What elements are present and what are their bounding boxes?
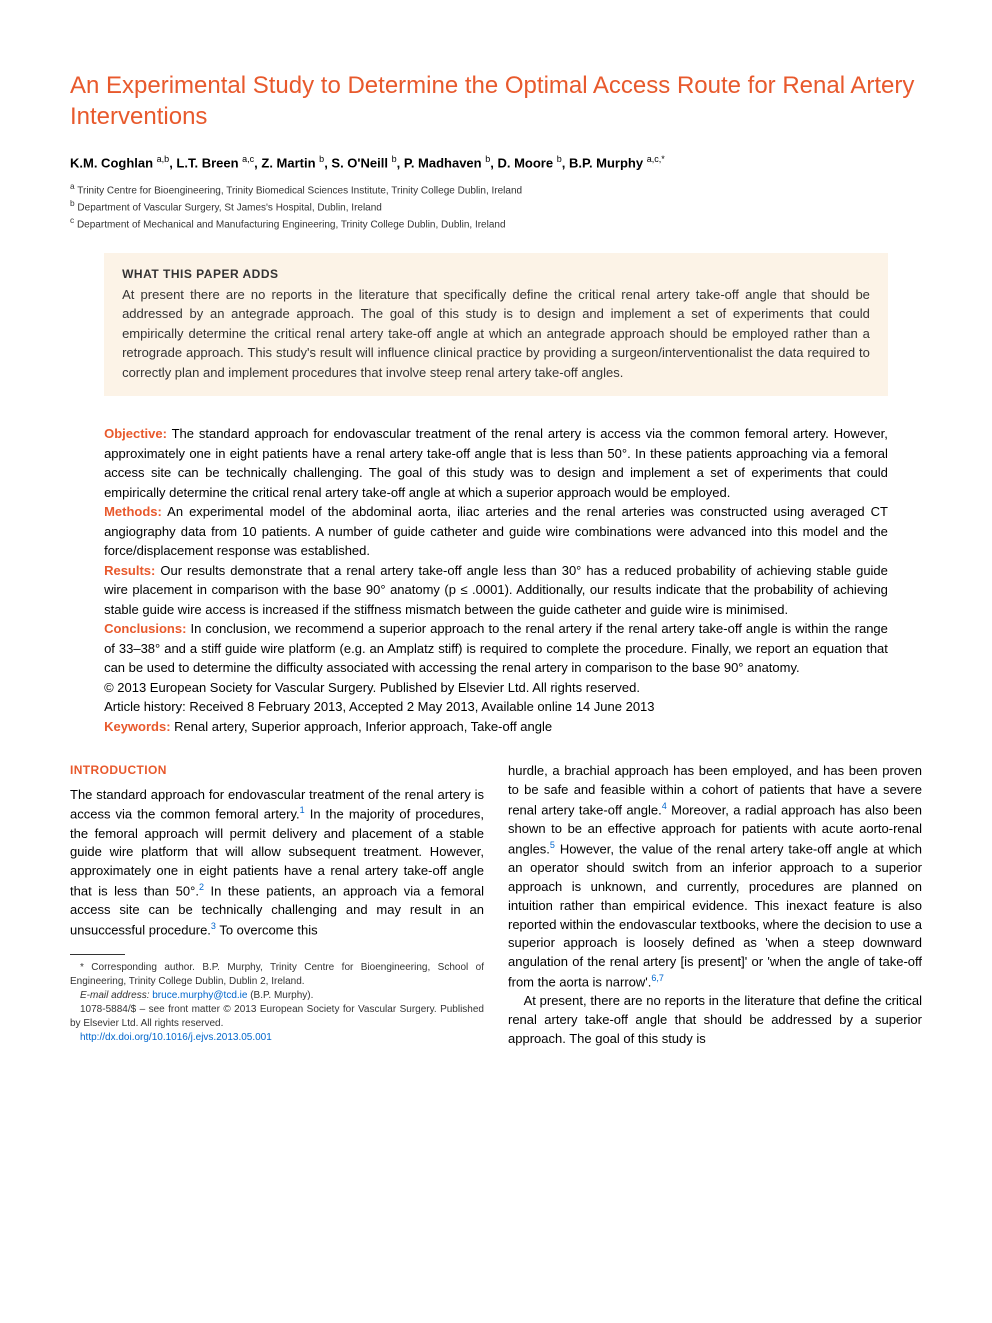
abstract-block: Objective: The standard approach for end…	[104, 424, 888, 736]
intro-para-1-cont: hurdle, a brachial approach has been emp…	[508, 762, 922, 992]
methods-text: An experimental model of the abdominal a…	[104, 504, 888, 558]
objective-label: Objective:	[104, 426, 167, 441]
intro-heading: INTRODUCTION	[70, 762, 484, 779]
conclusions-label: Conclusions:	[104, 621, 186, 636]
email-link[interactable]: bruce.murphy@tcd.ie	[152, 990, 247, 1001]
footnote-separator	[70, 954, 125, 955]
column-left: INTRODUCTION The standard approach for e…	[70, 762, 484, 1049]
ref-67[interactable]: 6,7	[651, 973, 664, 983]
body-columns: INTRODUCTION The standard approach for e…	[70, 762, 922, 1049]
footnotes: * Corresponding author. B.P. Murphy, Tri…	[70, 961, 484, 1045]
keywords-label: Keywords:	[104, 719, 170, 734]
highlight-title: WHAT THIS PAPER ADDS	[122, 267, 870, 281]
affiliation-a: a Trinity Centre for Bioengineering, Tri…	[70, 181, 922, 198]
doi-link[interactable]: http://dx.doi.org/10.1016/j.ejvs.2013.05…	[80, 1032, 272, 1043]
keywords-text: Renal artery, Superior approach, Inferio…	[171, 719, 553, 734]
results-text: Our results demonstrate that a renal art…	[104, 563, 888, 617]
intro-para-1: The standard approach for endovascular t…	[70, 786, 484, 941]
authors-line: K.M. Coghlan a,b, L.T. Breen a,c, Z. Mar…	[70, 154, 922, 170]
article-history: Article history: Received 8 February 201…	[104, 697, 888, 717]
objective-text: The standard approach for endovascular t…	[104, 426, 888, 500]
footnote-corresponding: * Corresponding author. B.P. Murphy, Tri…	[70, 961, 484, 989]
methods-label: Methods:	[104, 504, 162, 519]
footnote-issn: 1078-5884/$ – see front matter © 2013 Eu…	[70, 1003, 484, 1031]
conclusions-text: In conclusion, we recommend a superior a…	[104, 621, 888, 675]
intro-para-2: At present, there are no reports in the …	[508, 992, 922, 1049]
highlight-body: At present there are no reports in the l…	[122, 285, 870, 383]
footnote-email: E-mail address: bruce.murphy@tcd.ie (B.P…	[70, 989, 484, 1003]
results-label: Results:	[104, 563, 155, 578]
copyright-text: © 2013 European Society for Vascular Sur…	[104, 678, 888, 698]
highlight-box: WHAT THIS PAPER ADDS At present there ar…	[104, 253, 888, 397]
affiliation-b: b Department of Vascular Surgery, St Jam…	[70, 198, 922, 215]
column-right: hurdle, a brachial approach has been emp…	[508, 762, 922, 1049]
affiliation-c: c Department of Mechanical and Manufactu…	[70, 215, 922, 232]
article-title: An Experimental Study to Determine the O…	[70, 70, 922, 132]
affiliations: a Trinity Centre for Bioengineering, Tri…	[70, 181, 922, 233]
